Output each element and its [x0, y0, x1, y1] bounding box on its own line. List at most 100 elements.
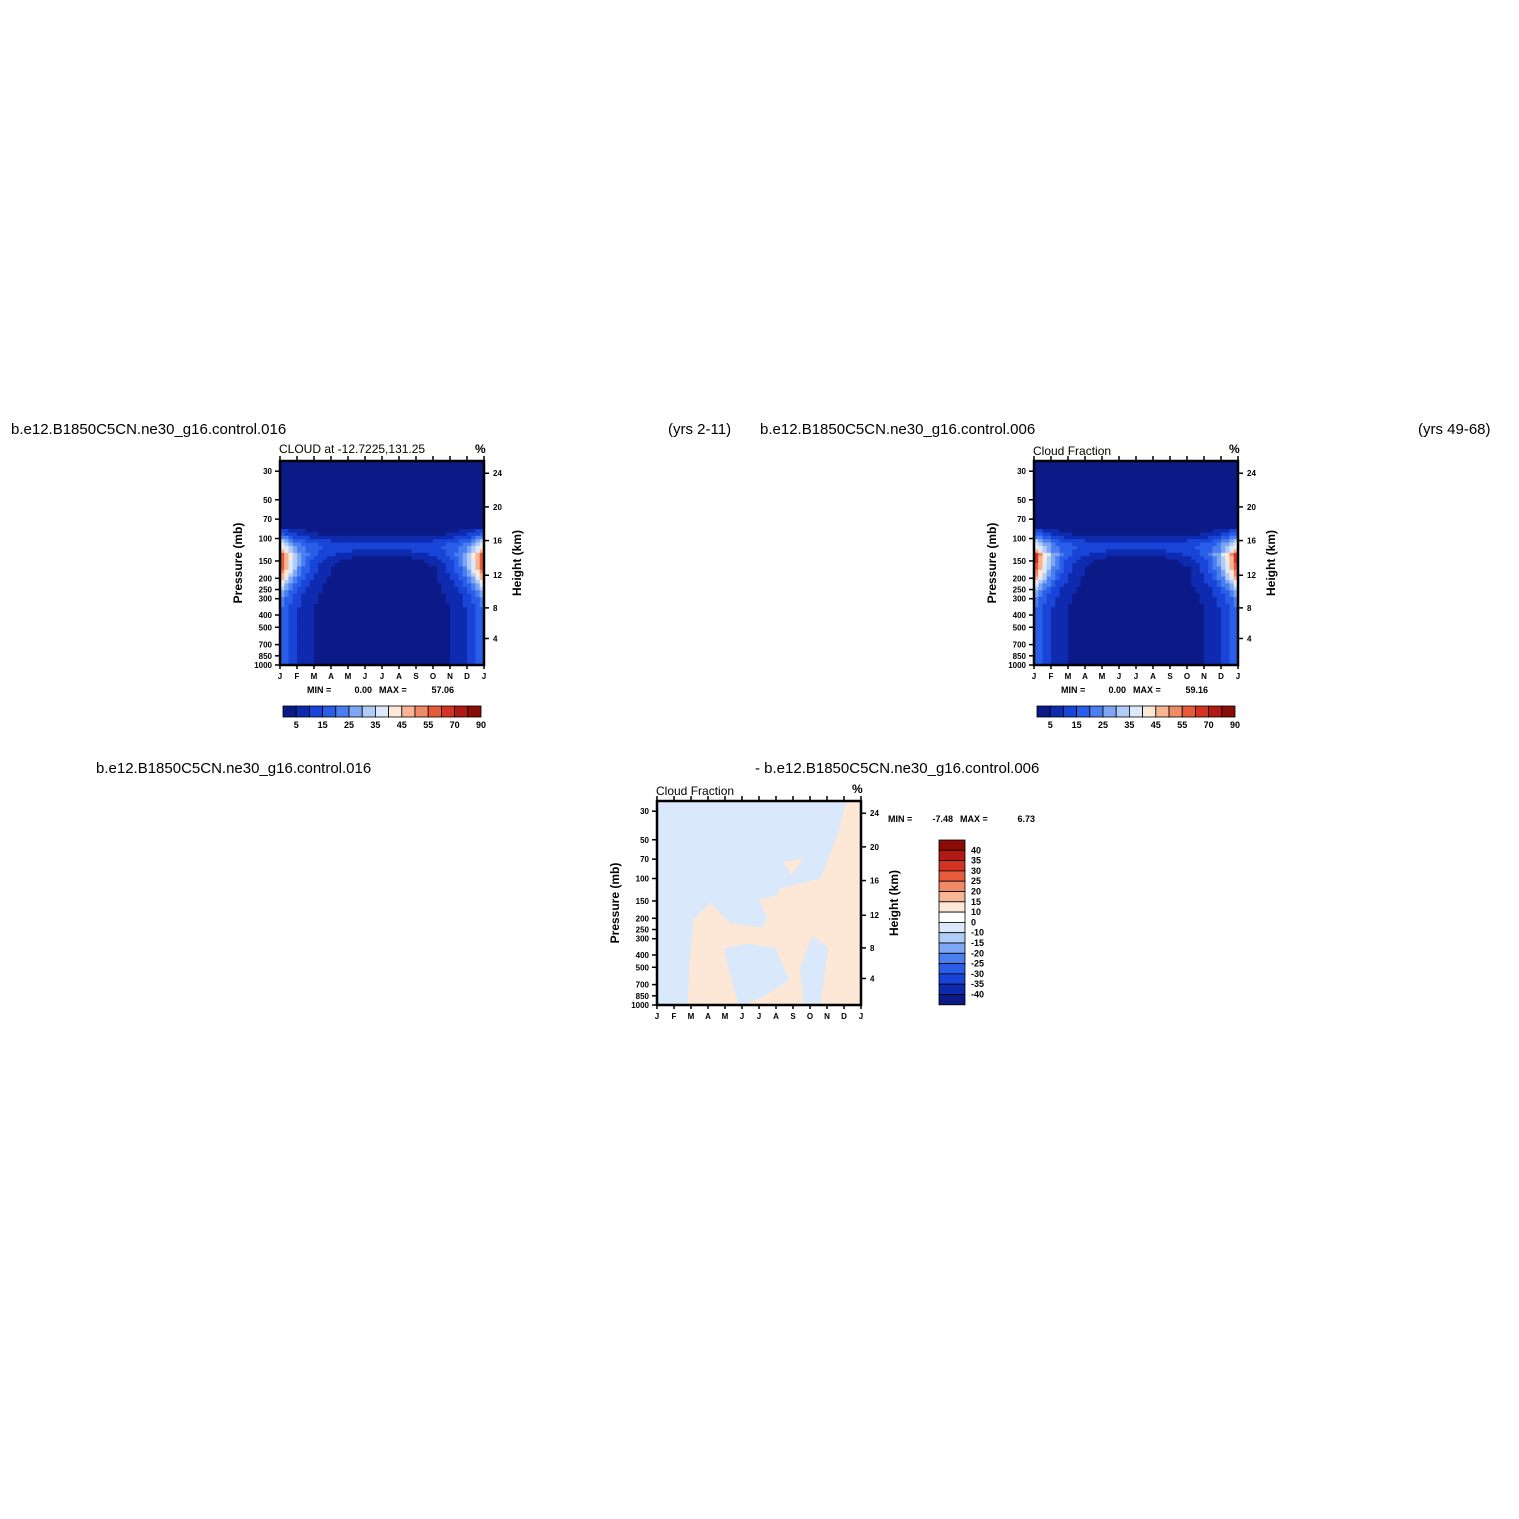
panel-2-cell	[1136, 464, 1141, 469]
panel-1-cell	[479, 573, 485, 578]
panel-2-cell	[1089, 461, 1095, 465]
panel-1-cell	[399, 559, 404, 564]
panel-2-cell	[1131, 624, 1137, 629]
panel-1-cell	[475, 515, 481, 520]
panel-1-cell	[420, 603, 426, 608]
panel-1-cell	[322, 461, 328, 465]
panel-1-cell	[462, 600, 468, 605]
panel-1-colorbar-label: 55	[423, 720, 433, 730]
panel-1-cell	[411, 505, 417, 510]
panel-1-cell	[386, 648, 392, 652]
panel-1-cell	[428, 467, 434, 472]
panel-1-cell	[377, 484, 383, 489]
panel-2-cell	[1055, 539, 1061, 544]
panel-2-cell	[1148, 467, 1154, 472]
panel-1-cell	[301, 597, 307, 601]
panel-2-cell	[1046, 464, 1052, 469]
panel-1-cell	[437, 637, 443, 642]
panel-1-cell	[284, 651, 290, 656]
panel-2-cell	[1106, 600, 1112, 605]
panel-1-cell	[305, 637, 311, 642]
panel-2-cell	[1102, 569, 1107, 574]
panel-1-cell	[382, 539, 387, 544]
panel-1-cell	[403, 518, 409, 523]
panel-1-y2tick-label: 24	[493, 469, 502, 478]
panel-1-cell	[365, 610, 370, 615]
panel-1-cell	[305, 651, 311, 656]
panel-1-cell	[314, 515, 319, 520]
panel-2-cell	[1123, 495, 1129, 499]
panel-1-cell	[348, 593, 353, 598]
panel-2-cell	[1051, 600, 1056, 605]
panel-1-cell	[428, 518, 434, 523]
panel-2-cell	[1072, 471, 1078, 476]
panel-1-cell	[394, 580, 400, 584]
panel-1-cell	[454, 631, 460, 635]
panel-1-cell	[420, 464, 426, 469]
panel-2-cell	[1072, 467, 1078, 472]
panel-1-cell	[305, 539, 311, 544]
panel-1-cell	[394, 535, 400, 540]
panel-1-cell	[407, 607, 413, 612]
panel-2-cell	[1063, 464, 1069, 469]
panel-1-cell	[424, 658, 430, 663]
panel-2-cell	[1136, 529, 1141, 533]
panel-2-cell	[1089, 634, 1095, 639]
panel-1-cell	[318, 559, 324, 564]
panel-1-cell	[309, 481, 315, 486]
panel-1-cell	[365, 518, 370, 523]
panel-2-cell	[1144, 559, 1150, 564]
panel-1-cell	[462, 573, 468, 578]
panel-2-cell	[1076, 651, 1082, 656]
panel-1-ylabel: Pressure (mb)	[231, 523, 245, 604]
panel-1-cell	[399, 637, 404, 642]
panel-2-cell	[1046, 631, 1052, 635]
panel-1-cell	[450, 471, 455, 476]
panel-1-cell	[471, 542, 477, 547]
panel-1-cell	[305, 508, 311, 513]
panel-1-cell	[441, 586, 447, 591]
panel-2-cell	[1136, 569, 1141, 574]
panel-2-cell	[1076, 556, 1082, 561]
panel-1-cell	[322, 542, 328, 547]
panel-1-cell	[343, 648, 349, 652]
panel-1-cell	[411, 593, 417, 598]
panel-2-cell	[1148, 634, 1154, 639]
panel-2-cell	[1102, 501, 1107, 506]
panel-1-cell	[365, 651, 370, 656]
panel-1-cell	[428, 610, 434, 615]
panel-1-cell	[416, 569, 421, 574]
panel-1-cell	[386, 614, 392, 618]
panel-2-cell	[1085, 593, 1090, 598]
panel-2-cell	[1102, 576, 1107, 581]
panel-1-cell	[352, 573, 358, 578]
panel-1-cell	[416, 481, 421, 486]
panel-2-cell	[1165, 559, 1171, 564]
panel-2-cell	[1131, 461, 1137, 465]
panel-2-cell	[1085, 590, 1090, 595]
panel-1-cell	[424, 627, 430, 632]
panel-2-cell	[1165, 569, 1171, 574]
panel-2-cell	[1034, 501, 1039, 506]
panel-1-cell	[441, 600, 447, 605]
panel-1-cell	[420, 535, 426, 540]
panel-2-cell	[1089, 586, 1095, 591]
panel-1-cell	[407, 488, 413, 493]
panel-2-cell	[1148, 610, 1154, 615]
panel-1-cell	[386, 637, 392, 642]
panel-1-cell	[322, 603, 328, 608]
panel-1-cell	[394, 661, 400, 666]
panel-1-cell	[437, 586, 443, 591]
panel-1-cell	[356, 648, 362, 652]
panel-2-cell	[1089, 471, 1095, 476]
panel-1-cell	[416, 654, 421, 659]
panel-2-cell	[1127, 614, 1133, 618]
panel-2-cell	[1106, 471, 1112, 476]
panel-1-cell	[479, 464, 485, 469]
panel-1-cell	[305, 552, 311, 557]
panel-1-cell	[348, 501, 353, 506]
panel-1-colorbar-box	[295, 705, 310, 718]
panel-2-cell	[1063, 627, 1069, 632]
panel-2-cell	[1157, 498, 1163, 503]
panel-1-cell	[424, 522, 430, 527]
